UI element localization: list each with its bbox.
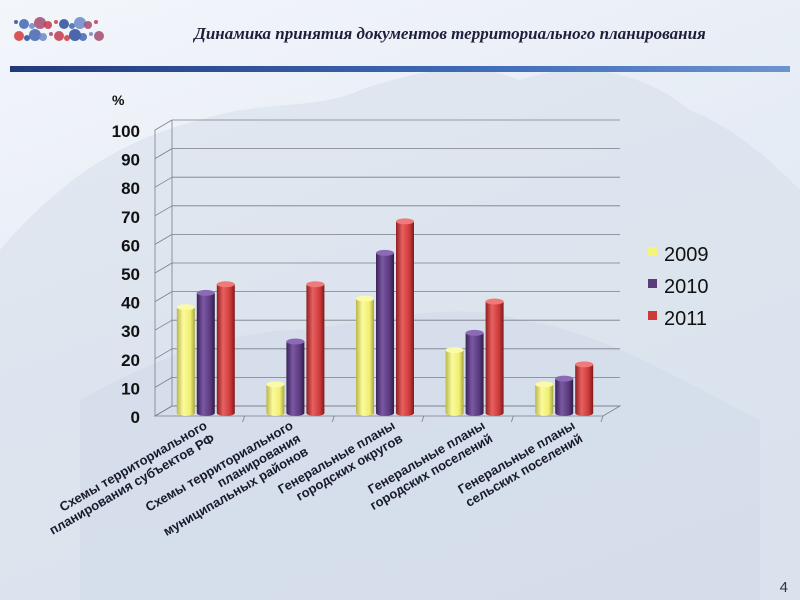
- logo-dot: [54, 31, 64, 41]
- y-tick-label: 60: [121, 236, 140, 255]
- bar-2011-5: [575, 361, 594, 416]
- bar-2011-1: [216, 281, 235, 416]
- bar-2010-5: [555, 375, 574, 416]
- bar-2009-1: [176, 304, 195, 416]
- logo-dot: [29, 29, 41, 41]
- logo-dot: [14, 31, 24, 41]
- page-title: Динамика принятия документов территориал…: [194, 24, 706, 43]
- logo-dot: [59, 19, 69, 29]
- logo-dot: [34, 17, 46, 29]
- bar-2010-3: [376, 249, 394, 416]
- legend-swatch-2011: [648, 311, 657, 320]
- logo-dot: [54, 20, 58, 24]
- bar-2011-3: [396, 218, 414, 416]
- logo-dot: [64, 35, 70, 41]
- gridline-side: [154, 262, 173, 274]
- legend-label-2011: 2011: [664, 308, 707, 330]
- y-tick-label: 10: [121, 379, 140, 398]
- logo-dot: [14, 20, 18, 24]
- gridline-side: [154, 291, 173, 302]
- y-tick-label: 90: [121, 151, 140, 170]
- legend-swatch-2009: [648, 247, 657, 256]
- y-tick-label: 30: [121, 322, 140, 341]
- y-tick-label: 0: [131, 408, 140, 427]
- logo-dot: [94, 31, 104, 41]
- logo-dot: [69, 23, 75, 29]
- x-tick: [600, 415, 604, 423]
- page-number: 4: [779, 579, 788, 596]
- bar-2010-2: [286, 338, 305, 416]
- logo-dot: [49, 32, 53, 36]
- logo-dot: [69, 29, 81, 41]
- legend-label-2010: 2010: [664, 276, 709, 298]
- chart-floor: [153, 405, 622, 417]
- bar-2009-2: [266, 381, 285, 416]
- y-tick-label: 20: [121, 351, 140, 370]
- logo-dot: [24, 35, 30, 41]
- logo-dot: [89, 32, 93, 36]
- bar-2011-2: [306, 281, 325, 416]
- y-tick-label: 100: [112, 122, 140, 141]
- y-tick-label: 80: [121, 179, 140, 198]
- gridline-side: [154, 148, 173, 159]
- bar-2010-4: [465, 329, 484, 416]
- gridline-side: [154, 377, 173, 388]
- x-tick: [421, 415, 425, 423]
- x-tick: [511, 415, 514, 423]
- x-tick: [242, 415, 245, 423]
- logo-dot: [19, 19, 29, 29]
- gridline-side: [154, 319, 173, 331]
- bar-2010-1: [196, 289, 215, 416]
- logo-dot: [39, 33, 47, 41]
- y-axis-label: %: [112, 92, 125, 108]
- logo-dot: [94, 20, 98, 24]
- gridline-side: [154, 176, 173, 188]
- bar-2009-3: [356, 295, 374, 416]
- bar-2009-5: [535, 381, 554, 416]
- logo-dot: [74, 17, 86, 29]
- y-tick-label: 50: [121, 265, 140, 284]
- logo-dots: [14, 17, 104, 41]
- logo-dot: [84, 21, 92, 29]
- gridline-side: [154, 119, 173, 131]
- logo-dot: [79, 33, 87, 41]
- y-tick-label: 40: [121, 294, 140, 313]
- x-category-label-line: Схемы территориального: [57, 418, 210, 515]
- legend-label-2009: 2009: [664, 244, 709, 266]
- bar-2011-4: [485, 298, 504, 416]
- bar-2009-4: [445, 347, 464, 416]
- title-divider: [10, 66, 790, 72]
- gridline-side: [154, 205, 173, 217]
- logo-dot: [29, 23, 35, 29]
- x-tick: [331, 415, 335, 423]
- gridline-side: [154, 348, 173, 360]
- logo-dot: [44, 21, 52, 29]
- gridline-side: [154, 234, 173, 245]
- y-tick-label: 70: [121, 208, 140, 227]
- legend-swatch-2010: [648, 279, 657, 288]
